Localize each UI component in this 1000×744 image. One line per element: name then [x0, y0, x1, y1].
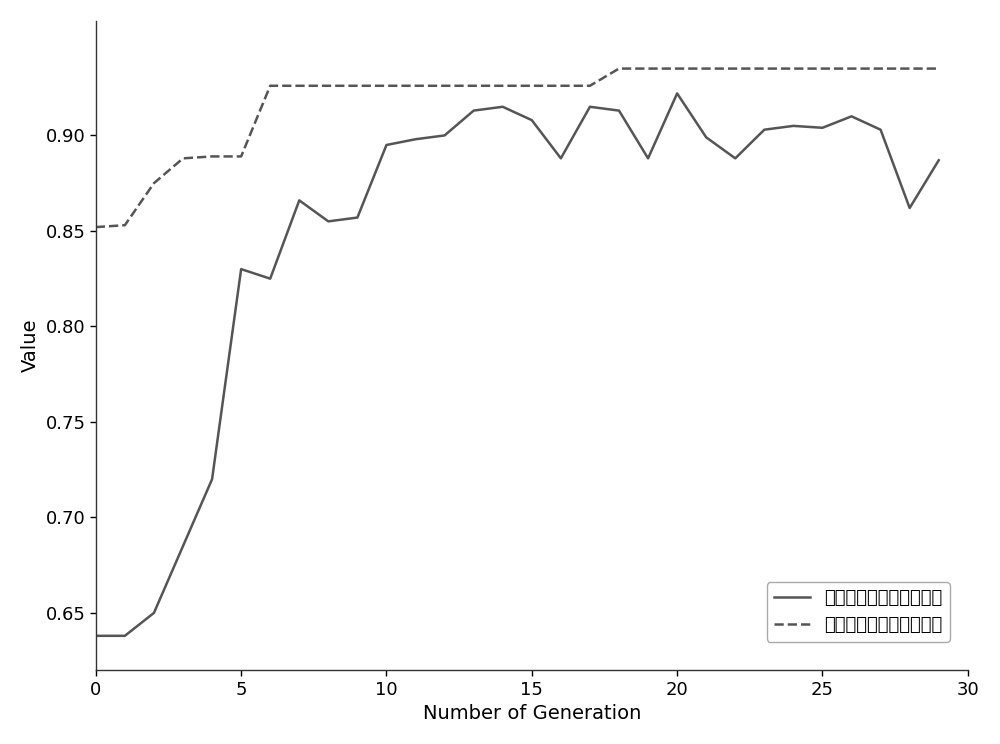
种群个体平均目标函数値 — [875, 125, 887, 134]
种群最优个体目标函数値 — [322, 81, 334, 90]
种群个体平均目标函数値 — [497, 103, 509, 112]
种群最优个体目标函数値 — [468, 81, 480, 90]
种群个体平均目标函数値 — [555, 154, 567, 163]
Line: 种群最优个体目标函数値: 种群最优个体目标函数値 — [96, 68, 939, 227]
种群个体平均目标函数値 — [700, 133, 712, 142]
种群最优个体目标函数値 — [933, 64, 945, 73]
种群最优个体目标函数値 — [264, 81, 276, 90]
种群个体平均目标函数値 — [410, 135, 422, 144]
种群个体平均目标函数値 — [119, 632, 131, 641]
种群个体平均目标函数値 — [758, 125, 770, 134]
种群最优个体目标函数値 — [904, 64, 916, 73]
种群个体平均目标函数値 — [380, 141, 392, 150]
Legend: 种群个体平均目标函数値, 种群最优个体目标函数値: 种群个体平均目标函数値, 种群最优个体目标函数値 — [767, 583, 950, 641]
种群最优个体目标函数値 — [439, 81, 451, 90]
种群最优个体目标函数値 — [787, 64, 799, 73]
种群个体平均目标函数値 — [526, 115, 538, 124]
种群最优个体目标函数値 — [700, 64, 712, 73]
种群最优个体目标函数値 — [380, 81, 392, 90]
种群最优个体目标函数値 — [555, 81, 567, 90]
种群个体平均目标函数値 — [177, 542, 189, 551]
种群最优个体目标函数値 — [671, 64, 683, 73]
种群最优个体目标函数値 — [846, 64, 858, 73]
种群最优个体目标函数値 — [119, 221, 131, 230]
种群个体平均目标函数値 — [787, 121, 799, 130]
种群最优个体目标函数値 — [148, 179, 160, 187]
种群最优个体目标函数値 — [613, 64, 625, 73]
种群最优个体目标函数値 — [729, 64, 741, 73]
种群个体平均目标函数値 — [729, 154, 741, 163]
种群个体平均目标函数値 — [235, 265, 247, 274]
种群个体平均目标函数値 — [90, 632, 102, 641]
种群最优个体目标函数値 — [497, 81, 509, 90]
种群个体平均目标函数値 — [816, 124, 828, 132]
种群最优个体目标函数値 — [758, 64, 770, 73]
种群个体平均目标函数値 — [613, 106, 625, 115]
种群最优个体目标函数値 — [177, 154, 189, 163]
种群个体平均目标函数値 — [584, 103, 596, 112]
种群个体平均目标函数値 — [642, 154, 654, 163]
种群最优个体目标函数値 — [642, 64, 654, 73]
种群最优个体目标函数値 — [351, 81, 363, 90]
种群个体平均目标函数値 — [206, 475, 218, 484]
种群个体平均目标函数値 — [468, 106, 480, 115]
种群最优个体目标函数値 — [526, 81, 538, 90]
种群个体平均目标函数値 — [148, 609, 160, 618]
种群最优个体目标函数値 — [875, 64, 887, 73]
种群个体平均目标函数値 — [439, 131, 451, 140]
种群最优个体目标函数値 — [816, 64, 828, 73]
种群个体平均目标函数値 — [351, 213, 363, 222]
种群最优个体目标函数値 — [584, 81, 596, 90]
种群个体平均目标函数値 — [933, 155, 945, 164]
种群个体平均目标函数値 — [846, 112, 858, 121]
Line: 种群个体平均目标函数値: 种群个体平均目标函数値 — [96, 94, 939, 636]
种群个体平均目标函数値 — [293, 196, 305, 205]
种群个体平均目标函数値 — [322, 217, 334, 226]
种群最优个体目标函数値 — [410, 81, 422, 90]
X-axis label: Number of Generation: Number of Generation — [423, 704, 641, 723]
种群最优个体目标函数値 — [90, 222, 102, 231]
Y-axis label: Value: Value — [21, 318, 40, 372]
种群最优个体目标函数値 — [206, 152, 218, 161]
种群个体平均目标函数値 — [264, 275, 276, 283]
种群个体平均目标函数値 — [904, 204, 916, 213]
种群个体平均目标函数値 — [671, 89, 683, 98]
种群最优个体目标函数値 — [293, 81, 305, 90]
种群最优个体目标函数値 — [235, 152, 247, 161]
